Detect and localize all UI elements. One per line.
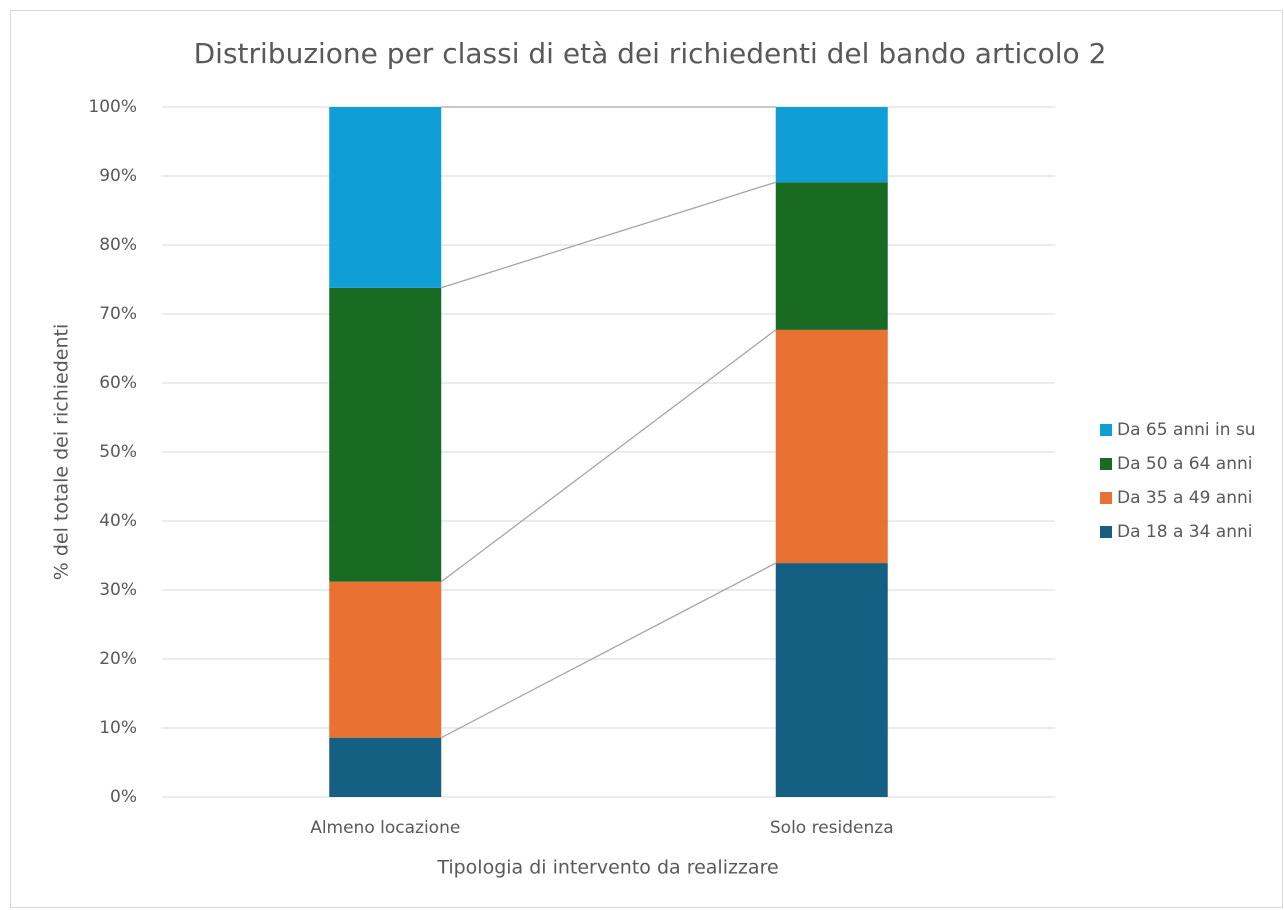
legend-label: Da 35 a 49 anni [1117, 488, 1253, 508]
chart-title: Distribuzione per classi di età dei rich… [194, 37, 1107, 70]
legend-swatch [1100, 492, 1112, 504]
legend-label: Da 18 a 34 anni [1117, 522, 1253, 542]
x-tick-label: Almeno locazione [310, 818, 460, 838]
x-axis-label: Tipologia di intervento da realizzare [436, 857, 778, 879]
bar-segment [775, 329, 888, 564]
bar-segment [329, 737, 442, 797]
y-tick-label: 70% [99, 304, 137, 324]
bar-segment [329, 287, 442, 582]
bar-segment [775, 107, 888, 183]
legend-swatch [1100, 526, 1112, 538]
y-tick-label: 40% [99, 511, 137, 531]
bar-segment [775, 563, 888, 797]
series-line [441, 181, 776, 289]
y-tick-label: 60% [99, 373, 137, 393]
legend-swatch [1100, 458, 1112, 470]
legend-label: Da 65 anni in su [1117, 420, 1256, 440]
y-tick-label: 0% [110, 787, 137, 807]
y-tick-label: 100% [88, 97, 137, 117]
y-axis-label: % del totale dei richiedenti [51, 324, 73, 580]
bar-segment [329, 107, 442, 288]
y-tick-label: 50% [99, 442, 137, 462]
y-tick-label: 80% [99, 235, 137, 255]
x-tick-label: Solo residenza [770, 818, 894, 838]
chart-border [10, 10, 1283, 908]
series-line [440, 329, 777, 583]
bar-segment [329, 581, 442, 738]
y-tick-label: 20% [99, 649, 137, 669]
series-line [440, 562, 777, 739]
y-tick-label: 30% [99, 580, 137, 600]
legend-swatch [1100, 424, 1112, 436]
y-tick-label: 90% [99, 166, 137, 186]
bar-segment [775, 182, 888, 330]
y-tick-label: 10% [99, 718, 137, 738]
legend-label: Da 50 a 64 anni [1117, 454, 1253, 474]
